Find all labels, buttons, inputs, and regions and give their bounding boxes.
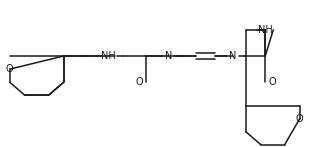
- Text: O: O: [269, 77, 276, 87]
- Text: NH: NH: [258, 25, 272, 35]
- Text: NH: NH: [101, 51, 116, 61]
- Text: O: O: [296, 114, 304, 124]
- Text: N: N: [229, 51, 237, 61]
- Text: O: O: [135, 77, 143, 87]
- Text: N: N: [165, 51, 172, 61]
- Text: O: O: [6, 64, 14, 74]
